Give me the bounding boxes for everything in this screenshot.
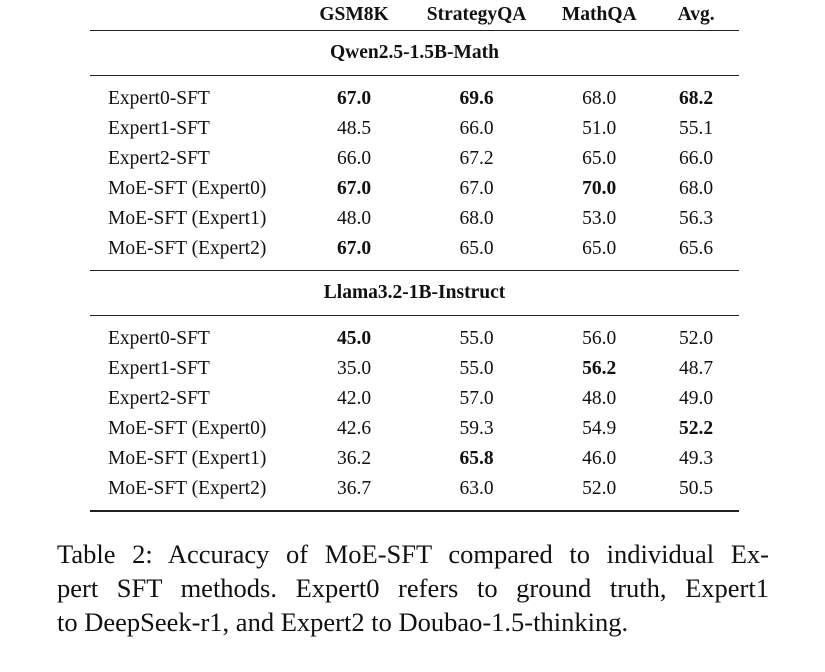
method-cell: MoE-SFT (Expert0) bbox=[108, 418, 267, 439]
value-cell: 45.0 bbox=[300, 315, 408, 354]
value-cell: 49.3 bbox=[679, 448, 714, 469]
method-cell: MoE-SFT (Expert1) bbox=[108, 208, 267, 229]
value-cell: 68.0 bbox=[679, 178, 714, 199]
results-table: GSM8K StrategyQA MathQA Avg. Qwen2.5-1.5… bbox=[90, 0, 739, 512]
model-name: Qwen2.5-1.5B-Math bbox=[90, 30, 739, 76]
value-cell: 51.0 bbox=[582, 118, 617, 139]
header-method bbox=[90, 0, 301, 31]
value-cell: 55.0 bbox=[407, 315, 546, 354]
value-cell: 53.0 bbox=[582, 208, 617, 229]
value-cell: 56.3 bbox=[679, 208, 714, 229]
value-cell: 48.0 bbox=[582, 388, 617, 409]
value-cell: 66.0 bbox=[337, 148, 372, 169]
table-row: Expert1-SFT 48.5 66.0 51.0 55.1 bbox=[90, 114, 739, 144]
model-name: Llama3.2-1B-Instruct bbox=[90, 270, 739, 316]
table-row: Expert2-SFT 66.0 67.2 65.0 66.0 bbox=[90, 144, 739, 174]
method-cell: MoE-SFT (Expert2) bbox=[108, 238, 267, 259]
value-cell: 66.0 bbox=[679, 148, 714, 169]
value-cell: 54.9 bbox=[582, 418, 617, 439]
value-cell: 48.7 bbox=[679, 358, 714, 379]
results-table-container: GSM8K StrategyQA MathQA Avg. Qwen2.5-1.5… bbox=[90, 0, 739, 512]
method-cell: Expert1-SFT bbox=[108, 358, 210, 379]
method-cell: Expert1-SFT bbox=[108, 118, 210, 139]
value-cell: 66.0 bbox=[459, 118, 494, 139]
value-cell: 65.0 bbox=[582, 148, 617, 169]
value-cell: 69.6 bbox=[407, 75, 546, 114]
value-cell: 52.0 bbox=[653, 315, 739, 354]
table-row: MoE-SFT (Expert2) 36.7 63.0 52.0 50.5 bbox=[90, 474, 739, 512]
value-cell: 42.6 bbox=[337, 418, 372, 439]
caption-line: pert SFT methods. Expert0 refers to grou… bbox=[57, 573, 769, 603]
table-row: Expert0-SFT 45.0 55.0 56.0 52.0 bbox=[90, 315, 739, 354]
table-body: Qwen2.5-1.5B-Math Expert0-SFT 67.0 69.6 68.0… bbox=[90, 30, 739, 512]
table-row: MoE-SFT (Expert0) 67.0 67.0 70.0 68.0 bbox=[90, 174, 739, 204]
method-cell: MoE-SFT (Expert0) bbox=[108, 178, 267, 199]
header-strategyqa: StrategyQA bbox=[407, 0, 546, 31]
header-gsm8k: GSM8K bbox=[300, 0, 408, 31]
value-cell: 65.8 bbox=[459, 448, 494, 469]
value-cell: 48.0 bbox=[337, 208, 372, 229]
header-mathqa: MathQA bbox=[545, 0, 654, 31]
value-cell: 67.2 bbox=[459, 148, 494, 169]
model-group-header: Qwen2.5-1.5B-Math bbox=[90, 30, 739, 76]
value-cell: 65.0 bbox=[582, 238, 617, 259]
value-cell: 50.5 bbox=[653, 474, 739, 512]
value-cell: 48.5 bbox=[337, 118, 372, 139]
method-cell: Expert0-SFT bbox=[90, 315, 301, 354]
table-row: MoE-SFT (Expert2) 67.0 65.0 65.0 65.6 bbox=[90, 234, 739, 271]
value-cell: 42.0 bbox=[337, 388, 372, 409]
value-cell: 67.0 bbox=[300, 75, 408, 114]
value-cell: 52.0 bbox=[545, 474, 654, 512]
value-cell: 63.0 bbox=[407, 474, 546, 512]
value-cell: 67.0 bbox=[337, 178, 372, 199]
method-cell: Expert2-SFT bbox=[108, 148, 210, 169]
table-row: MoE-SFT (Expert0) 42.6 59.3 54.9 52.2 bbox=[90, 414, 739, 444]
value-cell: 70.0 bbox=[582, 178, 617, 199]
method-cell: MoE-SFT (Expert1) bbox=[108, 448, 267, 469]
value-cell: 67.0 bbox=[337, 238, 372, 259]
table-row: MoE-SFT (Expert1) 48.0 68.0 53.0 56.3 bbox=[90, 204, 739, 234]
value-cell: 56.2 bbox=[582, 358, 617, 379]
value-cell: 35.0 bbox=[337, 358, 372, 379]
table-row: Expert0-SFT 67.0 69.6 68.0 68.2 bbox=[90, 75, 739, 114]
value-cell: 56.0 bbox=[545, 315, 654, 354]
method-cell: MoE-SFT (Expert2) bbox=[90, 474, 301, 512]
value-cell: 68.0 bbox=[545, 75, 654, 114]
value-cell: 59.3 bbox=[459, 418, 494, 439]
value-cell: 36.2 bbox=[337, 448, 372, 469]
method-cell: Expert2-SFT bbox=[108, 388, 210, 409]
value-cell: 46.0 bbox=[582, 448, 617, 469]
table-row: Expert2-SFT 42.0 57.0 48.0 49.0 bbox=[90, 384, 739, 414]
value-cell: 68.0 bbox=[459, 208, 494, 229]
value-cell: 55.0 bbox=[459, 358, 494, 379]
method-cell: Expert0-SFT bbox=[90, 75, 301, 114]
header-avg: Avg. bbox=[653, 0, 739, 31]
model-group-header: Llama3.2-1B-Instruct bbox=[90, 270, 739, 316]
value-cell: 68.2 bbox=[653, 75, 739, 114]
value-cell: 65.0 bbox=[459, 238, 494, 259]
table-row: Expert1-SFT 35.0 55.0 56.2 48.7 bbox=[90, 354, 739, 384]
table-header-row: GSM8K StrategyQA MathQA Avg. bbox=[90, 0, 739, 31]
value-cell: 67.0 bbox=[459, 178, 494, 199]
value-cell: 65.6 bbox=[679, 238, 714, 259]
value-cell: 57.0 bbox=[459, 388, 494, 409]
table-caption: Table 2: Accuracy of MoE-SFT compared to… bbox=[57, 537, 769, 639]
caption-line: Table 2: Accuracy of MoE-SFT compared to… bbox=[57, 539, 769, 569]
caption-line: to DeepSeek-r1, and Expert2 to Doubao-1.… bbox=[57, 607, 629, 637]
value-cell: 55.1 bbox=[679, 118, 714, 139]
value-cell: 36.7 bbox=[300, 474, 408, 512]
value-cell: 52.2 bbox=[679, 418, 714, 439]
table-row: MoE-SFT (Expert1) 36.2 65.8 46.0 49.3 bbox=[90, 444, 739, 474]
value-cell: 49.0 bbox=[679, 388, 714, 409]
